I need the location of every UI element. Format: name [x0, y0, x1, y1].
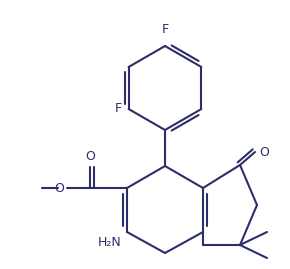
Text: O: O [259, 146, 269, 158]
Text: F: F [115, 102, 122, 115]
Text: O: O [85, 150, 95, 163]
Text: O: O [54, 182, 64, 194]
Text: F: F [162, 23, 168, 36]
Text: H₂N: H₂N [98, 236, 122, 250]
